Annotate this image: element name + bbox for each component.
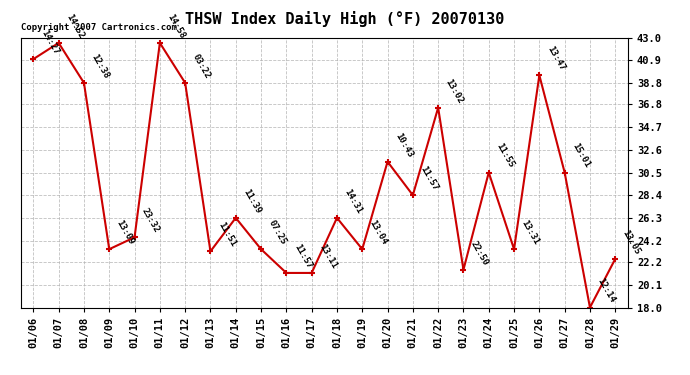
Text: 07:25: 07:25 bbox=[266, 219, 288, 246]
Text: 13:31: 13:31 bbox=[520, 219, 541, 246]
Text: 14:27: 14:27 bbox=[39, 28, 60, 56]
Text: Copyright 2007 Cartronics.com: Copyright 2007 Cartronics.com bbox=[21, 23, 177, 32]
Text: 11:39: 11:39 bbox=[241, 187, 262, 215]
Text: 03:22: 03:22 bbox=[190, 52, 212, 80]
Text: 10:43: 10:43 bbox=[393, 131, 414, 159]
Text: 13:02: 13:02 bbox=[444, 77, 465, 105]
Text: 13:05: 13:05 bbox=[621, 228, 642, 256]
Text: 11:57: 11:57 bbox=[418, 165, 440, 192]
Text: 23:32: 23:32 bbox=[140, 207, 161, 234]
Text: 15:01: 15:01 bbox=[570, 142, 591, 170]
Text: 11:57: 11:57 bbox=[292, 242, 313, 270]
Text: 14:58: 14:58 bbox=[166, 12, 186, 40]
Text: 22:50: 22:50 bbox=[469, 239, 490, 267]
Text: 14:31: 14:31 bbox=[342, 187, 364, 215]
Text: 13:47: 13:47 bbox=[545, 45, 566, 72]
Text: 11:51: 11:51 bbox=[216, 221, 237, 249]
Text: 12:14: 12:14 bbox=[595, 277, 617, 305]
Text: 11:55: 11:55 bbox=[494, 142, 515, 170]
Text: 13:09: 13:09 bbox=[115, 219, 136, 246]
Text: 12:38: 12:38 bbox=[90, 52, 110, 80]
Text: THSW Index Daily High (°F) 20070130: THSW Index Daily High (°F) 20070130 bbox=[186, 11, 504, 27]
Text: 13:11: 13:11 bbox=[317, 242, 338, 270]
Text: 13:04: 13:04 bbox=[368, 219, 389, 246]
Text: 14:52: 14:52 bbox=[64, 12, 86, 40]
